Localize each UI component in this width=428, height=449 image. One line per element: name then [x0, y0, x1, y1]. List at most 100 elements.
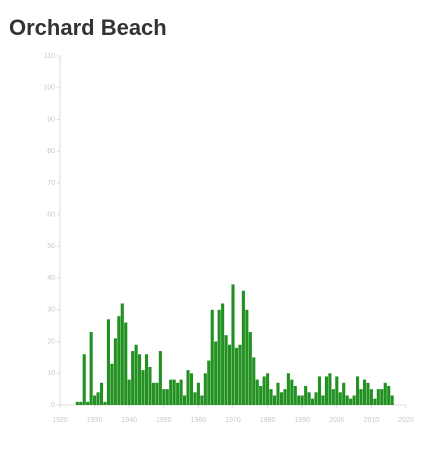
bar: [331, 389, 335, 405]
y-tick-label: 50: [47, 243, 55, 250]
bar: [328, 373, 332, 405]
bar: [103, 401, 107, 405]
y-tick-label: 110: [44, 53, 55, 60]
bar: [227, 344, 232, 405]
bar: [106, 319, 110, 405]
bar: [238, 344, 242, 405]
bar: [345, 395, 349, 405]
y-tick-label: 80: [47, 148, 55, 155]
bar: [141, 370, 145, 405]
bar: [276, 382, 280, 405]
bar: [283, 389, 287, 405]
bar: [172, 379, 176, 405]
bar: [210, 309, 214, 405]
bar: [155, 382, 159, 405]
bar: [179, 379, 183, 405]
bar: [214, 341, 218, 405]
bar: [127, 379, 131, 405]
bar: [259, 385, 263, 405]
x-tick-label: 1990: [294, 417, 310, 424]
bar: [79, 401, 83, 405]
bar: [134, 344, 138, 405]
y-tick-label: 10: [47, 370, 55, 377]
bar: [113, 338, 117, 405]
y-tick-label: 90: [47, 116, 55, 123]
bar: [373, 398, 377, 405]
bar: [82, 354, 86, 405]
bar: [89, 332, 93, 405]
bar: [193, 392, 197, 405]
bar: [356, 376, 360, 405]
bar: [290, 379, 294, 405]
x-tick-label: 2000: [329, 417, 345, 424]
bar: [117, 316, 121, 405]
bar: [99, 382, 104, 405]
bar: [224, 335, 228, 405]
bar: [324, 376, 328, 405]
bar: [176, 382, 180, 405]
bar: [380, 389, 384, 405]
x-tick-label: 2020: [398, 417, 414, 424]
bar: [207, 360, 211, 405]
bar: [352, 395, 356, 405]
bar: [217, 309, 221, 405]
y-tick-label: 100: [43, 85, 55, 92]
bar: [279, 392, 283, 405]
chart-title: Orchard Beach: [9, 15, 167, 40]
bar: [86, 401, 90, 405]
x-tick-label: 1980: [260, 417, 276, 424]
bar: [200, 395, 204, 405]
bar: [162, 389, 166, 405]
bar: [362, 379, 367, 405]
bar: [148, 366, 152, 405]
bar: [138, 354, 142, 405]
x-tick-label: 1920: [52, 417, 68, 424]
bar: [124, 322, 128, 405]
bar: [93, 395, 97, 405]
bar: [262, 376, 266, 405]
bar: [165, 389, 169, 405]
bar: [255, 379, 259, 405]
bar: [359, 389, 363, 405]
bar: [376, 389, 380, 405]
bar: [307, 392, 311, 405]
bar: [300, 395, 304, 405]
bar: [234, 347, 239, 405]
bar: [317, 376, 322, 405]
bar: [196, 382, 200, 405]
bar: [203, 373, 207, 405]
bar: [286, 373, 290, 405]
bar: [383, 382, 387, 405]
y-tick-label: 30: [47, 307, 55, 314]
bar: [366, 382, 370, 405]
x-tick-label: 1970: [225, 417, 241, 424]
y-tick-label: 20: [47, 338, 55, 345]
bar: [151, 382, 155, 405]
y-tick-label: 40: [47, 275, 55, 282]
bar: [231, 284, 235, 405]
bar: [387, 385, 391, 405]
bar: [241, 290, 245, 405]
bar: [369, 389, 373, 405]
bar: [75, 401, 79, 405]
bar: [245, 309, 249, 405]
bar: [321, 395, 325, 405]
bar: [269, 389, 273, 405]
x-tick-label: 1940: [121, 417, 137, 424]
bar: [169, 379, 173, 405]
bar: [158, 351, 162, 405]
bar: [96, 392, 100, 405]
y-tick-label: 70: [47, 180, 55, 187]
bar: [266, 373, 270, 405]
bar: [335, 376, 339, 405]
y-tick-label: 0: [51, 402, 55, 409]
x-tick-label: 1930: [87, 417, 103, 424]
bar: [131, 351, 135, 405]
bar: [272, 395, 277, 405]
bar: [304, 385, 308, 405]
bar: [390, 395, 394, 405]
bar: [311, 398, 315, 405]
bar: [189, 373, 194, 405]
y-tick-label: 60: [47, 211, 55, 218]
